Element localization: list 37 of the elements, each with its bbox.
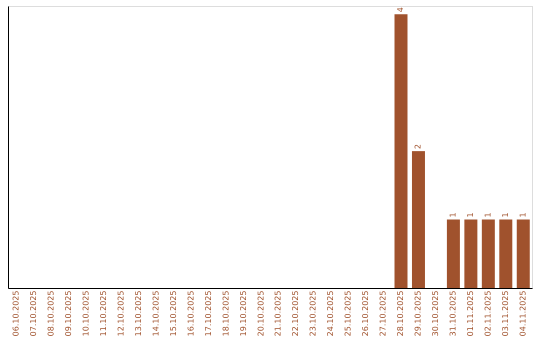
x-tick-label: 07.10.2025 — [29, 290, 38, 336]
x-tick-label: 23.10.2025 — [308, 290, 318, 336]
x-tick-label: 04.11.2025 — [518, 290, 528, 336]
data-label: 1 — [500, 212, 510, 218]
x-tick-label: 24.10.2025 — [326, 290, 336, 336]
data-label: 2 — [413, 144, 422, 150]
x-tick-label: 15.10.2025 — [168, 290, 178, 336]
x-tick-label: 29.10.2025 — [413, 290, 422, 336]
x-tick-label: 13.10.2025 — [134, 290, 143, 336]
data-label: 4 — [396, 7, 405, 12]
x-tick-label: 28.10.2025 — [396, 290, 405, 336]
x-tick-label: 03.11.2025 — [500, 290, 510, 336]
x-tick-label: 14.10.2025 — [151, 290, 160, 336]
x-tick-label: 19.10.2025 — [238, 290, 248, 336]
x-tick-label: 30.10.2025 — [430, 290, 440, 336]
x-tick-label: 01.11.2025 — [466, 290, 475, 336]
x-tick-label: 08.10.2025 — [46, 290, 56, 336]
x-tick-label: 11.10.2025 — [99, 290, 108, 336]
x-tick-label: 09.10.2025 — [64, 290, 74, 336]
data-label: 1 — [448, 212, 458, 218]
data-label: 1 — [466, 212, 475, 218]
data-label: 1 — [483, 212, 492, 218]
x-tick-label: 21.10.2025 — [274, 290, 283, 336]
x-tick-label: 22.10.2025 — [291, 290, 300, 336]
x-tick-label: 10.10.2025 — [82, 290, 91, 336]
x-tick-label: 02.11.2025 — [483, 290, 492, 336]
x-tick-label: 06.10.2025 — [12, 290, 21, 336]
x-tick-label: 12.10.2025 — [116, 290, 126, 336]
x-tick-label: 27.10.2025 — [378, 290, 388, 336]
x-tick-label: 17.10.2025 — [204, 290, 213, 336]
data-label: 1 — [518, 212, 528, 218]
x-tick-label: 26.10.2025 — [361, 290, 370, 336]
x-tick-label: 20.10.2025 — [256, 290, 266, 336]
x-tick-label: 18.10.2025 — [221, 290, 230, 336]
x-tick-label: 25.10.2025 — [344, 290, 353, 336]
x-tick-label: 31.10.2025 — [448, 290, 458, 336]
x-tick-label: 16.10.2025 — [186, 290, 196, 336]
